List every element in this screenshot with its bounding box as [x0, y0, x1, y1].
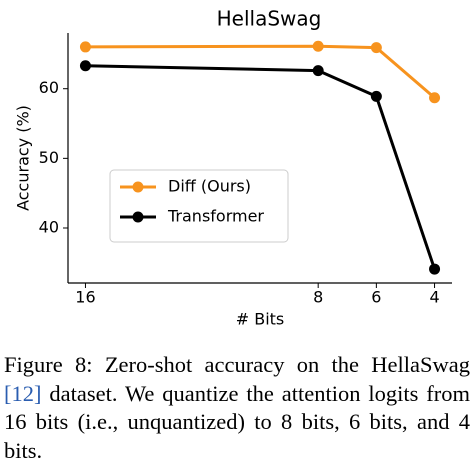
x-tick-label: 16 [75, 288, 95, 307]
caption-text: dataset. We quantize the attention logit… [4, 380, 470, 463]
y-tick-label: 40 [39, 217, 59, 236]
point [312, 65, 324, 77]
point [429, 263, 441, 275]
point [429, 92, 441, 104]
caption-label: Figure 8: [4, 352, 93, 377]
legend-label: Transformer [167, 207, 264, 226]
series-line [85, 44, 436, 99]
y-axis-label: Accuracy (%) [14, 105, 33, 211]
x-axis-label: # Bits [236, 310, 285, 329]
point [312, 40, 324, 52]
series-line [85, 64, 436, 270]
point [79, 60, 91, 72]
point [370, 90, 382, 102]
point [370, 42, 382, 54]
caption-text: Zero-shot accuracy on the HellaSwag [104, 352, 471, 377]
chart: HellaSwag # Bits Accuracy (%) 40 50 60 16 8 6… [14, 7, 452, 329]
point [79, 41, 91, 53]
legend-label: Diff (Ours) [168, 177, 251, 196]
y-tick-label: 50 [39, 148, 59, 167]
citation[interactable]: [12] [4, 380, 42, 406]
y-tick-label: 60 [39, 78, 59, 97]
chart-title: HellaSwag [217, 7, 322, 31]
x-tick-label: 8 [313, 288, 323, 307]
legend-marker [132, 181, 144, 193]
caption: Figure 8: Zero-shot accuracy on the Hell… [4, 351, 470, 465]
x-tick-label: 4 [429, 288, 439, 307]
legend-marker [132, 211, 144, 223]
x-tick-label: 6 [371, 288, 381, 307]
